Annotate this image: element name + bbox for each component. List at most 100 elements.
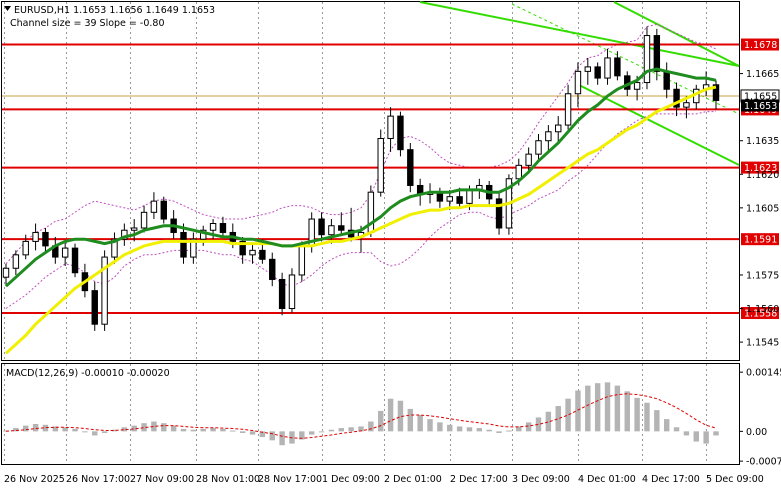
macd-histogram-bar bbox=[437, 422, 443, 432]
macd-histogram-bar bbox=[279, 431, 285, 446]
candle-body bbox=[200, 229, 207, 240]
macd-histogram-bar bbox=[614, 385, 621, 432]
macd-histogram-bar bbox=[299, 431, 305, 440]
macd-histogram-bar bbox=[654, 410, 660, 432]
candle-body bbox=[584, 66, 592, 72]
axes: 26 Nov 2025 26 Nov 17:00 27 Nov 09:00 28 No… bbox=[4, 69, 781, 485]
candle-body bbox=[160, 200, 167, 220]
macd-histogram-bar bbox=[634, 397, 640, 432]
macd-histogram-bar bbox=[683, 431, 690, 436]
candle-body bbox=[111, 238, 118, 258]
time-axis-label: 28 Nov 17:00 bbox=[258, 474, 322, 485]
price-tick-label: 1.1620 bbox=[746, 170, 779, 181]
time-axis-label: 2 Dec 01:00 bbox=[384, 474, 442, 485]
time-axis-label: 28 Nov 01:00 bbox=[196, 474, 260, 485]
channel-top-line bbox=[613, 1, 740, 67]
macd-histogram-bar bbox=[466, 427, 473, 432]
macd-histogram-bar bbox=[190, 429, 197, 432]
macd-tick-label: -0.00073 bbox=[746, 457, 781, 468]
ma-yellow-line bbox=[4, 85, 717, 355]
macd-histogram-bar bbox=[230, 430, 236, 432]
macd-histogram-bar bbox=[407, 408, 414, 432]
candle-body bbox=[545, 131, 552, 142]
macd-histogram-bar bbox=[358, 426, 364, 432]
ask-price-label: 1.1655 bbox=[744, 91, 777, 102]
candle-body bbox=[328, 225, 335, 236]
candle-body bbox=[555, 124, 562, 133]
macd-histogram-bar bbox=[210, 428, 216, 432]
time-axis-label: 4 Dec 01:00 bbox=[578, 474, 636, 485]
candle-body bbox=[633, 82, 641, 90]
level-price-tag bbox=[741, 161, 779, 174]
candle-body bbox=[614, 57, 621, 77]
level-price-label: 1.1558 bbox=[744, 309, 777, 320]
bid-price-label: 1.1653 bbox=[744, 101, 777, 112]
macd-histogram-bar bbox=[555, 406, 561, 432]
candle-body bbox=[219, 223, 227, 233]
macd-histogram-bar bbox=[52, 426, 59, 432]
candle-body bbox=[456, 196, 463, 204]
level-price-label: 1.1591 bbox=[744, 235, 777, 246]
macd-histogram-bar bbox=[476, 428, 483, 432]
macd-histogram-bar bbox=[545, 411, 552, 432]
upper-band-line bbox=[5, 23, 717, 265]
candle-body bbox=[259, 249, 266, 260]
candle-body bbox=[683, 102, 690, 108]
macd-histogram-bar bbox=[427, 419, 433, 432]
macd-label: MACD(12,26,9) -0.00010 -0.00020 bbox=[6, 368, 170, 379]
macd-histogram-bar bbox=[397, 400, 404, 432]
macd-histogram-bar bbox=[170, 425, 177, 432]
candle-body bbox=[91, 290, 98, 325]
macd-histogram-bar bbox=[594, 383, 601, 432]
time-axis-label: 27 Nov 09:00 bbox=[130, 474, 194, 485]
candle-body bbox=[387, 115, 394, 139]
macd-histogram-bar bbox=[703, 431, 709, 444]
macd-tick-label: 0.00145 bbox=[746, 368, 781, 379]
macd-histogram-bar bbox=[496, 431, 502, 433]
macd-histogram-bar bbox=[141, 423, 147, 432]
candle-body bbox=[61, 247, 69, 258]
macd-histogram-bar bbox=[111, 429, 118, 432]
candle-body bbox=[338, 225, 345, 231]
candle-body bbox=[466, 189, 473, 204]
macd-histogram-bar bbox=[318, 431, 325, 433]
candle-body bbox=[574, 70, 582, 95]
macd-histogram-bar bbox=[131, 425, 137, 432]
level-price-tag bbox=[741, 233, 779, 246]
candle-body bbox=[515, 164, 522, 180]
macd-histogram-bar bbox=[644, 402, 650, 432]
channel-info: Channel size = 39 Slope = -0.80 bbox=[10, 18, 165, 29]
macd-histogram-bar bbox=[180, 428, 187, 432]
candle-body bbox=[298, 245, 306, 276]
grid bbox=[4, 2, 707, 464]
candle-body bbox=[663, 70, 670, 90]
candle-body bbox=[535, 140, 542, 155]
level-price-label: 1.1678 bbox=[744, 40, 777, 51]
level-price-label: 1.1623 bbox=[744, 163, 777, 174]
macd-histogram-bar bbox=[673, 427, 680, 432]
macd bbox=[3, 382, 719, 446]
price-tick-label: 1.1560 bbox=[746, 304, 779, 315]
macd-histogram-bar bbox=[506, 430, 512, 432]
candle-body bbox=[190, 238, 197, 258]
candle-body bbox=[712, 84, 720, 101]
candle-body bbox=[101, 256, 108, 325]
candle-body bbox=[71, 247, 79, 274]
macd-histogram-bar bbox=[72, 428, 78, 432]
candle-body bbox=[42, 231, 49, 247]
channel-upper-line bbox=[419, 1, 740, 67]
macd-histogram-bar bbox=[249, 431, 256, 435]
level-price-tag bbox=[741, 38, 779, 51]
candle-body bbox=[446, 196, 453, 202]
macd-histogram-bar bbox=[101, 431, 108, 433]
macd-histogram-bar bbox=[713, 431, 719, 436]
macd-histogram-bar bbox=[516, 426, 522, 432]
macd-histogram-bar bbox=[23, 425, 29, 432]
candle-body bbox=[140, 211, 148, 229]
macd-histogram-bar bbox=[368, 421, 374, 432]
price-tick-label: 1.1545 bbox=[746, 338, 779, 349]
candle-body bbox=[32, 231, 39, 242]
macd-histogram-bar bbox=[92, 431, 98, 436]
candle-body bbox=[22, 240, 29, 256]
